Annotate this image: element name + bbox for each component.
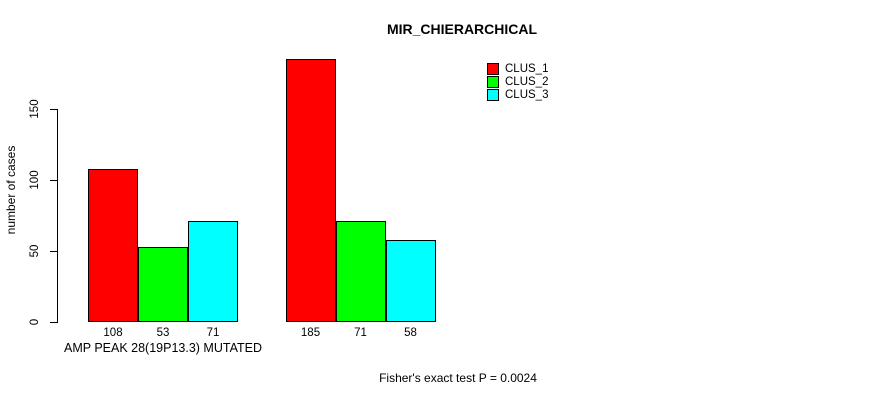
bar-clus-2-group-1 <box>138 246 188 322</box>
legend-label: CLUS_1 <box>505 63 549 75</box>
bar-value-label: 71 <box>354 327 367 339</box>
legend-label: CLUS_2 <box>505 76 549 88</box>
legend-swatch-clus-1 <box>487 63 499 75</box>
y-tick-label: 50 <box>29 244 41 258</box>
y-tick-label: 0 <box>29 318 41 326</box>
bar-clus-3-group-1 <box>188 221 238 322</box>
legend-swatch-clus-2 <box>487 76 499 88</box>
legend-label: CLUS_3 <box>505 89 549 101</box>
bar-value-label: 71 <box>206 327 220 339</box>
y-tick-label: 150 <box>29 99 41 119</box>
y-tick <box>50 108 57 110</box>
footnote: Fisher's exact test P = 0.0024 <box>379 371 537 385</box>
bar-clus-1-group-1 <box>88 168 138 322</box>
bar-clus-1-group-2 <box>285 59 336 322</box>
legend-swatch-clus-3 <box>487 89 499 101</box>
y-tick-label: 100 <box>29 170 41 190</box>
bar-clus-2-group-2 <box>335 221 386 322</box>
y-tick <box>50 179 57 181</box>
x-group-label: AMP PEAK 28(19P13.3) MUTATED <box>64 341 262 355</box>
bar-value-label: 108 <box>103 327 123 339</box>
bar-clus-3-group-2 <box>385 239 436 322</box>
legend-row: CLUS_2 <box>487 76 548 88</box>
y-axis-label: number of cases <box>4 145 18 235</box>
legend-row: CLUS_1 <box>487 63 548 75</box>
bar-value-label: 53 <box>156 327 170 339</box>
y-tick <box>50 250 57 252</box>
y-tick <box>50 321 57 323</box>
bar-value-label: 185 <box>300 327 321 339</box>
chart-title: MIR_CHIERARCHICAL <box>386 21 538 37</box>
y-axis-line <box>57 109 58 323</box>
bar-value-label: 58 <box>404 327 417 339</box>
legend-row: CLUS_3 <box>487 89 548 101</box>
legend: CLUS_1 CLUS_2 CLUS_3 <box>487 63 548 102</box>
